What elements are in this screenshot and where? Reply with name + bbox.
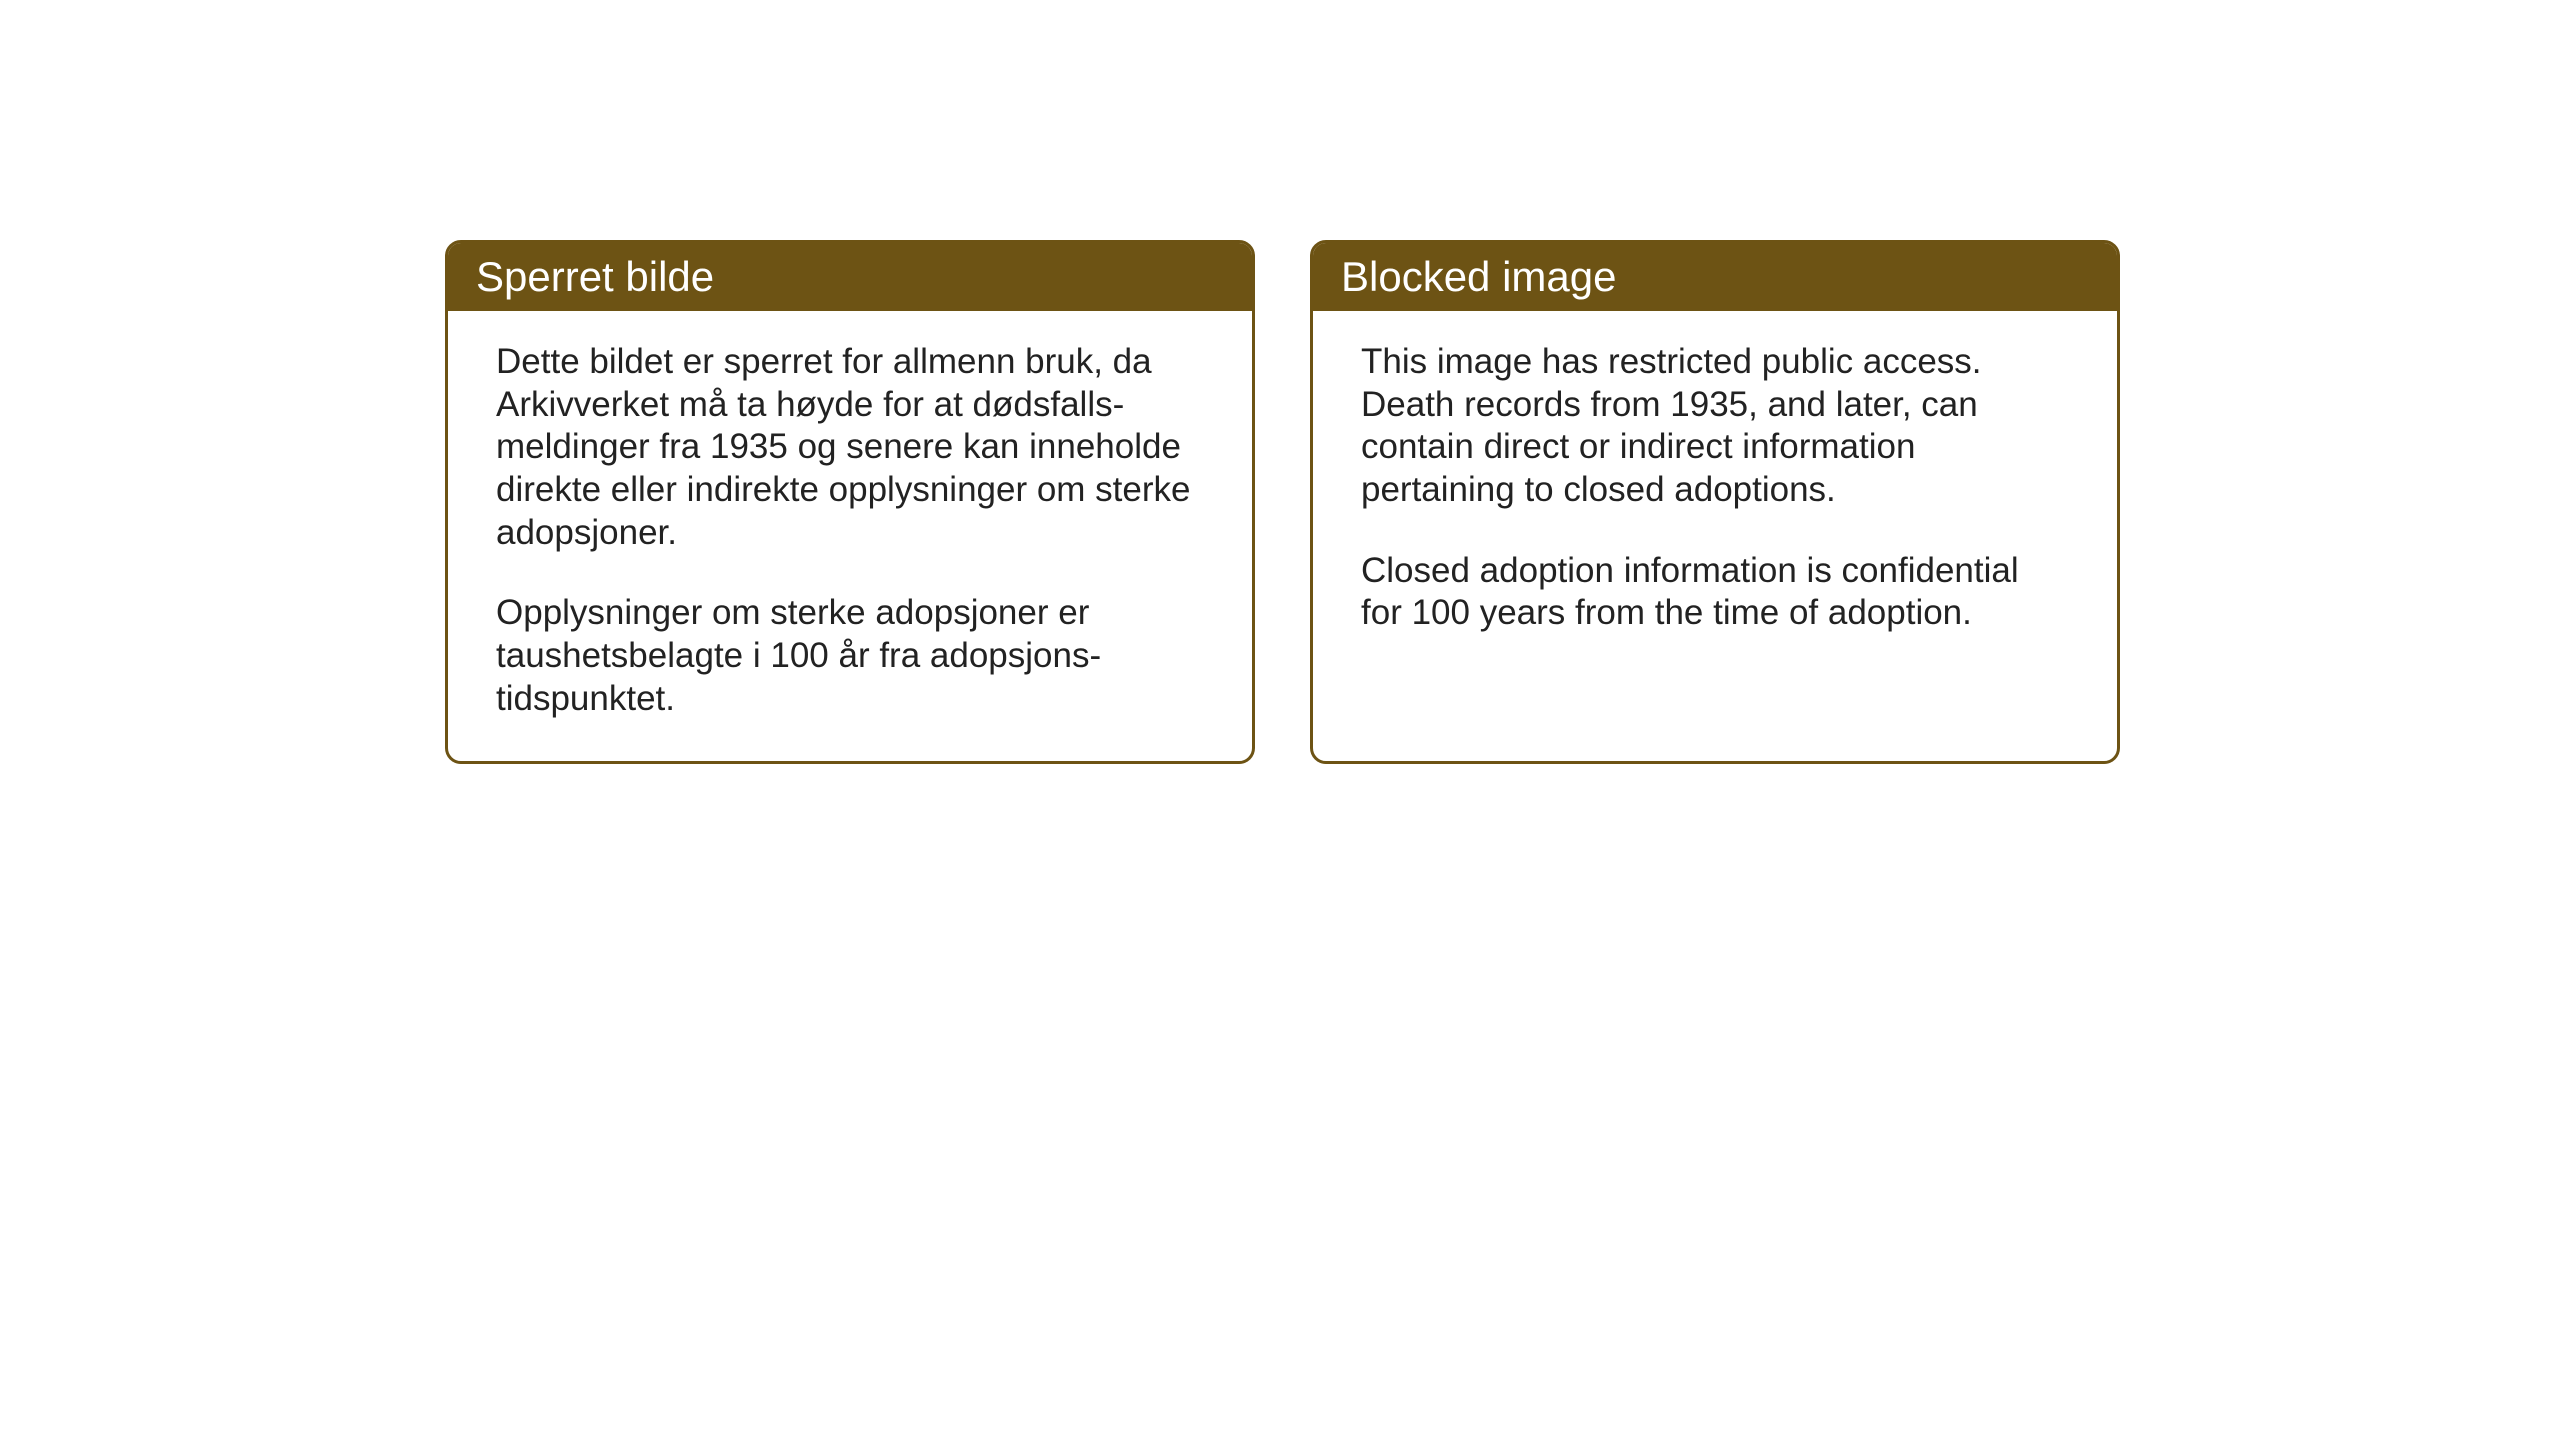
notice-cards-container: Sperret bilde Dette bildet er sperret fo… bbox=[445, 240, 2120, 764]
notice-card-norwegian: Sperret bilde Dette bildet er sperret fo… bbox=[445, 240, 1255, 764]
card-title-english: Blocked image bbox=[1313, 243, 2117, 311]
paragraph-1-english: This image has restricted public access.… bbox=[1361, 341, 2069, 512]
paragraph-2-norwegian: Opplysninger om sterke adopsjoner er tau… bbox=[496, 592, 1204, 720]
paragraph-1-norwegian: Dette bildet er sperret for allmenn bruk… bbox=[496, 341, 1204, 554]
paragraph-2-english: Closed adoption information is confident… bbox=[1361, 550, 2069, 635]
card-body-norwegian: Dette bildet er sperret for allmenn bruk… bbox=[448, 311, 1252, 761]
card-body-english: This image has restricted public access.… bbox=[1313, 311, 2117, 675]
notice-card-english: Blocked image This image has restricted … bbox=[1310, 240, 2120, 764]
card-title-norwegian: Sperret bilde bbox=[448, 243, 1252, 311]
